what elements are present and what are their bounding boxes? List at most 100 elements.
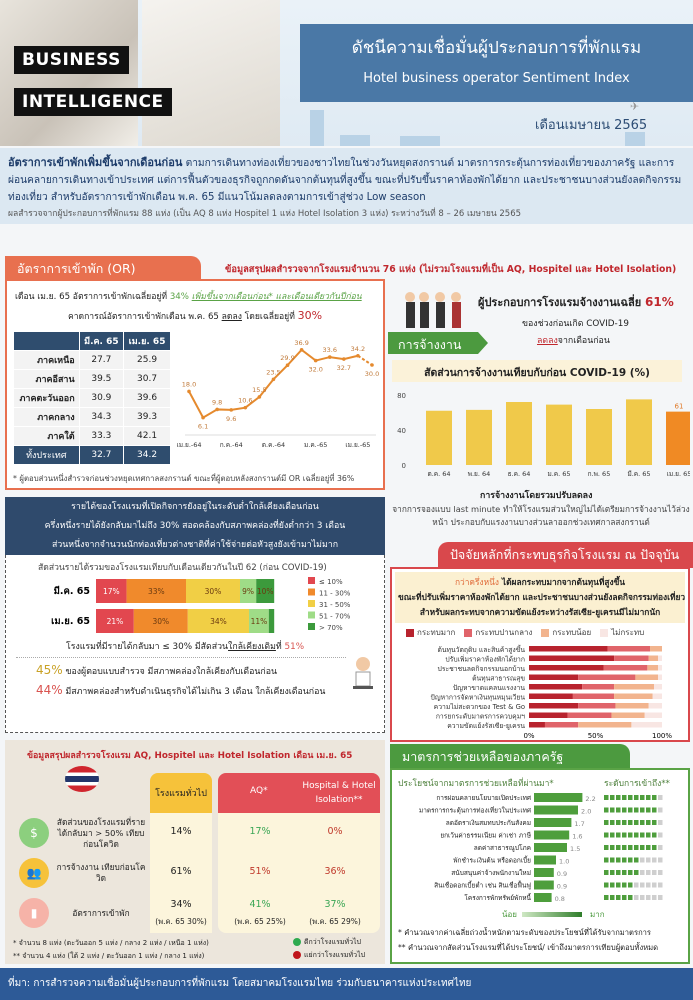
benefit-bar — [534, 830, 570, 840]
segment-label: 21% — [107, 617, 124, 626]
legend-label: > 70% — [319, 624, 343, 632]
access-level-square — [628, 857, 633, 863]
legend-swatch — [308, 611, 315, 619]
employment-headline: ผู้ประกอบการโรงแรมจ้างงานเฉลี่ย 61% — [478, 295, 674, 309]
employment-bar — [626, 399, 652, 465]
access-level-square — [640, 845, 645, 850]
aq-value: 36% — [324, 866, 346, 877]
access-level-square — [604, 795, 609, 800]
factor-segment — [611, 712, 645, 718]
or-point — [285, 363, 290, 368]
revenue-section: สัดส่วนรายได้รวมของโรงแรมเทียบกับเดือนเด… — [5, 555, 385, 733]
or-point — [215, 407, 219, 412]
employment-chart-title: สัดส่วนการจ้างงานเทียบกับก่อน COVID-19 (… — [392, 360, 682, 382]
access-level-square — [652, 820, 657, 825]
factor-segment — [658, 665, 662, 671]
access-level-square — [652, 857, 657, 863]
factor-label: ปัญหาการจัดหาเงินทุนหมุนเวียน — [431, 694, 526, 702]
access-level-square — [622, 820, 627, 825]
table-row: ภาคใต้ 33.3 42.1 — [13, 426, 171, 446]
access-level-square — [658, 807, 663, 813]
or-data-label: 10.6 — [238, 397, 252, 405]
aq-value: 14% — [170, 826, 192, 837]
revenue-segment — [240, 579, 257, 603]
access-level-square — [646, 795, 651, 800]
gov-section: ประโยชน์จากมาตรการช่วยเหลือที่ผ่านมา* ระ… — [390, 768, 690, 964]
factor-segment — [615, 703, 649, 709]
legend-label: 31 - 50% — [319, 601, 351, 609]
title-band: ดัชนีความเชื่อมั่นผู้ประกอบการที่พักแรม … — [300, 24, 693, 102]
aq-row-label: การจ้างงาน เทียบก่อนโควิด — [56, 862, 146, 883]
access-level-square — [622, 795, 627, 800]
access-level-square — [610, 832, 615, 838]
access-level-square — [634, 832, 639, 838]
or-line2: คาดการณ์อัตราการเข้าพักเดือน พ.ค. 65 ลดล… — [67, 309, 323, 322]
access-level-square — [634, 857, 639, 863]
aq-note2: ** จำนวน 4 แห่ง (ใต้ 2 แห่ง / ตะวันออก 1… — [13, 952, 205, 960]
access-level-square — [616, 857, 621, 863]
factor-segment — [647, 665, 659, 671]
page-title: ดัชนีความเชื่อมั่นผู้ประกอบการที่พักแรม — [351, 38, 642, 58]
access-level-square — [616, 795, 621, 800]
revenue-segment — [186, 579, 240, 603]
access-level-square — [634, 795, 639, 800]
aq-row-label: สัดส่วนของโรงแรมที่รายได้กลับมา > 50% เท… — [56, 816, 146, 849]
factor-segment — [648, 703, 662, 709]
benefit-bar — [534, 793, 583, 802]
factor-segment — [635, 674, 659, 680]
or-point — [342, 357, 346, 361]
x-tick-label: 0% — [523, 732, 534, 740]
benefit-bar — [534, 855, 556, 865]
access-level-square — [652, 832, 657, 838]
factor-segment — [529, 693, 573, 699]
access-level-square — [604, 807, 609, 813]
access-level-square — [610, 870, 615, 875]
revenue-segment — [133, 609, 188, 633]
access-level-square — [640, 807, 645, 813]
benefit-value: 2.2 — [585, 795, 595, 803]
factor-label: ปัญหาขาดแคลนแรงงาน — [453, 684, 526, 692]
factors-summary: กว่าครึ่งหนึ่ง ได้ผลกระทบมากจากต้นทุนที่… — [395, 572, 685, 623]
benefit-bar — [534, 818, 572, 827]
access-level-square — [604, 857, 609, 863]
liquidity-line1: 45% ของผู้ตอบแบบสำรวจ มีสภาพคล่องใกล้เคี… — [36, 663, 278, 677]
access-level-square — [610, 820, 615, 825]
revenue-stacked-chart: มี.ค. 65 17% 33% 30% 9% 10% เม.ย. 65 21% 30% 34% 1… — [51, 577, 351, 633]
x-tick-label: ต.ค. 64 — [427, 470, 450, 478]
benefit-value: 1.6 — [572, 833, 582, 841]
access-level-square — [640, 882, 645, 888]
employment-note: จากการจองแบบ last minute ทำให้โรงแรมส่วน… — [392, 504, 690, 527]
or-data-label: 15.5 — [252, 386, 266, 394]
x-tick-label: ม.ค. 65 — [547, 470, 570, 478]
access-level-square — [604, 895, 609, 900]
revenue-segment — [268, 609, 275, 633]
luggage-icon: ▮ — [19, 898, 49, 928]
benefit-bar — [534, 880, 554, 890]
factor-segment — [614, 693, 653, 699]
aq-subvalue: (พ.ค. 65 30%) — [155, 917, 207, 926]
revenue-chart-title: สัดส่วนรายได้รวมของโรงแรมเทียบกับเดือนเด… — [38, 563, 327, 573]
benefit-value: 0.8 — [555, 895, 565, 903]
access-level-square — [604, 845, 609, 850]
benefit-bar — [534, 868, 554, 877]
x-tick-label: เม.ย.-65 — [345, 441, 370, 449]
gov-col-access: ระดับการเข้าถึง** — [604, 779, 670, 789]
hero-banner: BUSINESS INTELLIGENCE ดัชนีความเชื่อมั่น… — [0, 0, 693, 146]
access-level-square — [658, 870, 663, 875]
aq-value: 34% — [170, 899, 192, 910]
revenue-segment — [249, 609, 269, 633]
access-level-square — [622, 807, 627, 813]
survey-note: ข้อมูลสรุปผลสำรวจจากโรงแรมจำนวน 76 แห่ง … — [225, 264, 677, 275]
access-level-square — [640, 820, 645, 825]
legend-better: ดีกว่าโรงแรมทั่วไป — [293, 937, 361, 948]
factor-segment — [650, 646, 662, 652]
factor-segment — [644, 712, 662, 718]
access-level-square — [646, 870, 651, 875]
revenue-segment — [256, 579, 275, 603]
access-level-square — [610, 857, 615, 863]
access-level-square — [640, 895, 645, 900]
y-tick-label: 80 — [397, 392, 406, 400]
benefit-bar — [534, 843, 567, 852]
employment-sub1: ของช่วงก่อนเกิด COVID-19 — [522, 319, 629, 329]
access-level-square — [634, 870, 639, 875]
